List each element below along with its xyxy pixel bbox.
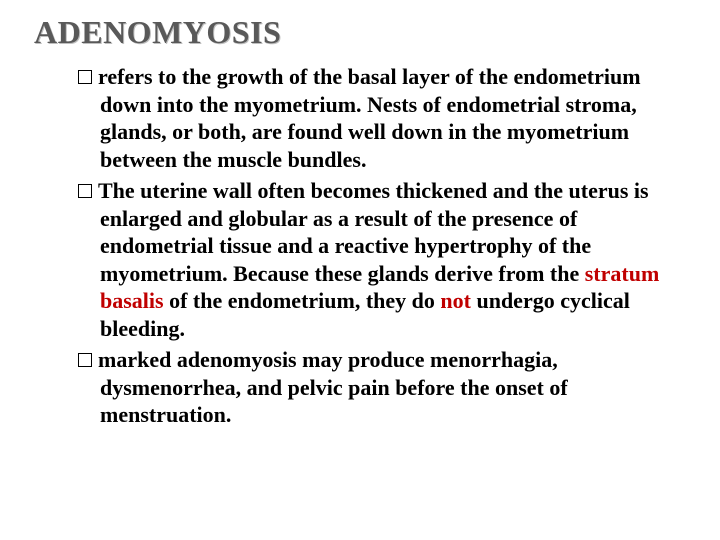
- bullet-text: refers to the growth of the basal layer …: [98, 64, 641, 172]
- bullet-text: marked adenomyosis may produce menorrhag…: [98, 347, 568, 427]
- page-title: ADENOMYOSIS: [34, 14, 686, 51]
- bullet-text: of the endometrium, they do: [169, 288, 440, 313]
- slide: ADENOMYOSIS refers to the growth of the …: [0, 0, 720, 540]
- square-bullet-icon: [78, 353, 92, 367]
- square-bullet-icon: [78, 184, 92, 198]
- bullet-text: The uterine wall often becomes thickened…: [98, 178, 649, 286]
- bullet-item: marked adenomyosis may produce menorrhag…: [78, 346, 680, 429]
- body-text: refers to the growth of the basal layer …: [34, 63, 686, 429]
- bullet-item: The uterine wall often becomes thickened…: [78, 177, 680, 342]
- bullet-text-highlight: not: [440, 288, 476, 313]
- bullet-item: refers to the growth of the basal layer …: [78, 63, 680, 173]
- square-bullet-icon: [78, 70, 92, 84]
